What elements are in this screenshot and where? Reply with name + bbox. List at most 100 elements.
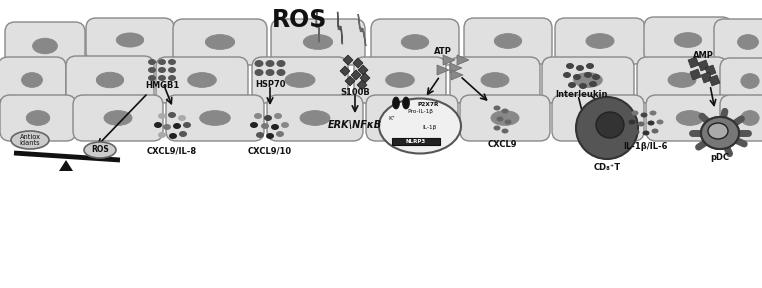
Text: Antiox
idants: Antiox idants — [20, 134, 40, 146]
Ellipse shape — [657, 120, 664, 124]
Polygon shape — [701, 72, 712, 83]
FancyBboxPatch shape — [720, 95, 762, 141]
Ellipse shape — [494, 126, 501, 130]
Ellipse shape — [277, 60, 286, 67]
Ellipse shape — [173, 123, 181, 129]
Ellipse shape — [584, 72, 592, 78]
Ellipse shape — [277, 69, 286, 76]
Text: Pro-IL-1β: Pro-IL-1β — [407, 109, 433, 115]
Ellipse shape — [741, 74, 759, 88]
FancyBboxPatch shape — [464, 18, 552, 64]
Ellipse shape — [158, 75, 166, 81]
Text: CXCL9/IL-8: CXCL9/IL-8 — [147, 146, 197, 155]
Ellipse shape — [579, 83, 587, 89]
FancyBboxPatch shape — [552, 95, 644, 141]
Ellipse shape — [250, 122, 258, 128]
Polygon shape — [343, 55, 353, 65]
FancyBboxPatch shape — [646, 95, 734, 141]
Ellipse shape — [27, 111, 50, 125]
Ellipse shape — [398, 111, 426, 125]
Ellipse shape — [148, 59, 156, 65]
Ellipse shape — [21, 73, 43, 87]
Ellipse shape — [386, 73, 415, 87]
Ellipse shape — [264, 115, 272, 121]
Text: CXCL9: CXCL9 — [487, 140, 517, 149]
Text: ROS: ROS — [272, 8, 328, 32]
Ellipse shape — [158, 59, 166, 65]
Text: IL-1β: IL-1β — [423, 124, 437, 130]
FancyBboxPatch shape — [173, 19, 267, 65]
FancyBboxPatch shape — [267, 95, 363, 141]
Text: ROS: ROS — [91, 145, 109, 154]
Ellipse shape — [254, 113, 262, 119]
Ellipse shape — [274, 113, 282, 119]
Ellipse shape — [303, 35, 333, 49]
Ellipse shape — [576, 97, 638, 159]
FancyBboxPatch shape — [156, 57, 248, 103]
Ellipse shape — [481, 73, 509, 87]
Ellipse shape — [96, 72, 123, 88]
Polygon shape — [358, 14, 366, 46]
Ellipse shape — [168, 75, 176, 81]
FancyBboxPatch shape — [714, 19, 762, 65]
Ellipse shape — [168, 59, 176, 65]
Ellipse shape — [179, 131, 187, 137]
Polygon shape — [705, 65, 716, 76]
FancyBboxPatch shape — [644, 17, 732, 63]
Ellipse shape — [117, 33, 144, 47]
Polygon shape — [709, 75, 720, 86]
Text: HMGB1: HMGB1 — [145, 81, 179, 90]
Ellipse shape — [271, 124, 279, 130]
Ellipse shape — [84, 142, 116, 158]
Ellipse shape — [629, 120, 636, 124]
Ellipse shape — [576, 65, 584, 71]
Ellipse shape — [158, 132, 166, 138]
Ellipse shape — [276, 131, 284, 137]
Ellipse shape — [584, 111, 613, 125]
Ellipse shape — [178, 115, 186, 121]
Ellipse shape — [638, 122, 645, 126]
Ellipse shape — [574, 73, 602, 87]
Polygon shape — [353, 58, 363, 68]
FancyBboxPatch shape — [542, 57, 634, 103]
Ellipse shape — [255, 69, 264, 76]
FancyBboxPatch shape — [66, 56, 154, 104]
FancyBboxPatch shape — [371, 19, 459, 65]
Ellipse shape — [586, 63, 594, 69]
Text: CD₈⁺T: CD₈⁺T — [594, 163, 620, 172]
Ellipse shape — [158, 113, 166, 119]
Polygon shape — [357, 80, 367, 90]
Ellipse shape — [642, 130, 649, 135]
Ellipse shape — [592, 74, 600, 80]
Polygon shape — [457, 55, 469, 65]
Text: HSP70: HSP70 — [255, 80, 285, 89]
Ellipse shape — [497, 117, 504, 122]
Ellipse shape — [148, 75, 156, 81]
Polygon shape — [443, 55, 455, 65]
Ellipse shape — [206, 35, 235, 49]
Text: ERK\NFκB: ERK\NFκB — [328, 120, 382, 130]
Polygon shape — [345, 76, 355, 86]
Ellipse shape — [589, 81, 597, 87]
Ellipse shape — [169, 133, 177, 139]
Polygon shape — [358, 65, 368, 75]
FancyBboxPatch shape — [354, 57, 446, 103]
Polygon shape — [698, 60, 709, 71]
Ellipse shape — [648, 120, 655, 126]
FancyBboxPatch shape — [73, 95, 163, 141]
FancyBboxPatch shape — [637, 57, 727, 103]
Ellipse shape — [649, 111, 657, 115]
Ellipse shape — [641, 113, 648, 118]
Ellipse shape — [281, 122, 289, 128]
Ellipse shape — [154, 122, 162, 128]
Ellipse shape — [573, 74, 581, 80]
FancyBboxPatch shape — [166, 95, 264, 141]
Polygon shape — [59, 160, 73, 171]
Ellipse shape — [300, 111, 330, 125]
Ellipse shape — [11, 131, 49, 149]
Ellipse shape — [168, 112, 176, 118]
Ellipse shape — [148, 67, 156, 73]
Ellipse shape — [566, 63, 574, 69]
FancyBboxPatch shape — [0, 57, 66, 103]
Ellipse shape — [200, 111, 230, 125]
